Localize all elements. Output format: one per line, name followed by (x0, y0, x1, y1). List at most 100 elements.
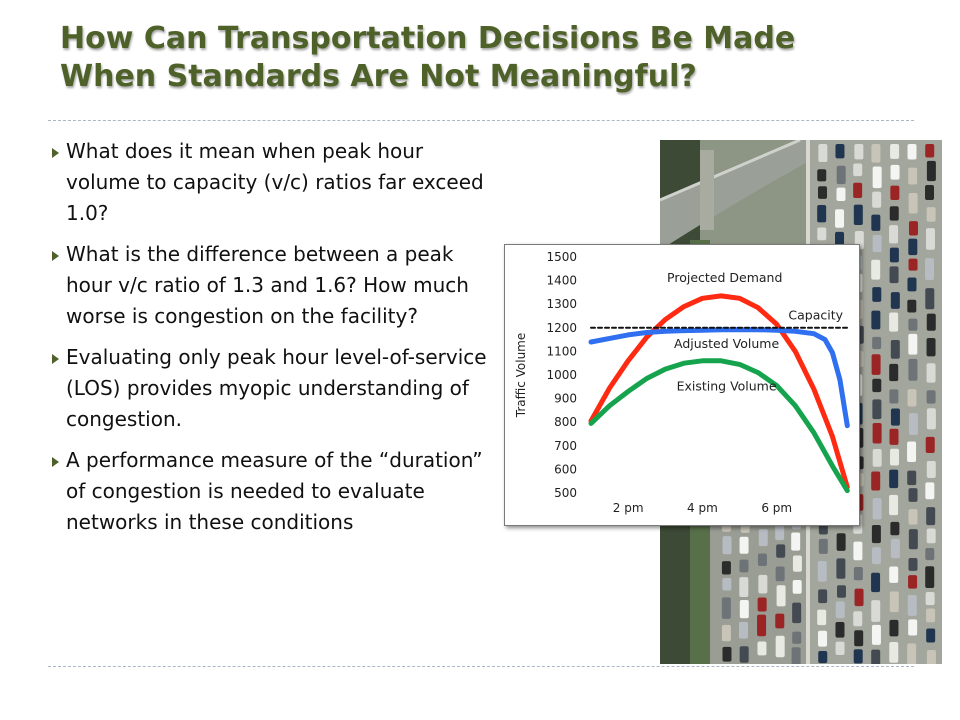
vehicle (853, 567, 863, 581)
triangle-bullet-icon (52, 148, 59, 158)
vehicle (835, 144, 845, 159)
vehicle (836, 533, 846, 551)
title-divider (48, 120, 914, 121)
vehicle (871, 649, 881, 664)
y-axis-labels: 500 600 700 800 900 1000 1100 1200 1300 1400 1500 (546, 250, 577, 500)
vehicle (871, 572, 881, 593)
vehicle (908, 557, 918, 571)
vehicle (872, 287, 882, 302)
vehicle (758, 574, 768, 594)
vehicle (871, 547, 881, 565)
vehicle (926, 628, 936, 643)
vehicle (890, 292, 900, 309)
vehicle (925, 482, 935, 500)
vehicle (925, 547, 935, 561)
vehicle (791, 532, 801, 551)
vehicle (908, 488, 918, 502)
vehicle (757, 614, 767, 637)
series-label: Capacity (788, 308, 843, 323)
vehicle (890, 448, 900, 466)
vehicle (890, 164, 900, 180)
traffic-volume-chart: 500 600 700 800 900 1000 1100 1200 1300 1400 1500 … (504, 244, 860, 526)
vehicle (890, 339, 900, 359)
triangle-bullet-icon (52, 354, 59, 364)
x-axis-labels: 2 pm 4 pm 6 pm (613, 501, 792, 515)
vehicle (872, 449, 882, 467)
vehicle (792, 602, 802, 624)
vehicle (792, 555, 802, 572)
bullet-item: Evaluating only peak hour level-of-servi… (44, 342, 494, 435)
vehicle (872, 191, 882, 208)
vehicle (907, 643, 917, 664)
vehicle (757, 641, 767, 656)
vehicle (872, 498, 882, 520)
y-tick-label: 1200 (546, 321, 577, 335)
bullet-text: Evaluating only peak hour level-of-servi… (66, 345, 487, 431)
vehicle (908, 167, 918, 185)
vehicle (739, 600, 749, 619)
vehicle (925, 288, 935, 310)
vehicle (908, 575, 918, 589)
chart-canvas: 500600700800900100011001200130014001500 … (514, 250, 850, 515)
y-tick-label: 1400 (546, 274, 577, 288)
vehicle (889, 494, 899, 516)
vehicle (907, 594, 917, 616)
vehicle (721, 561, 731, 575)
vehicle (926, 528, 936, 544)
y-tick-label: 1300 (546, 297, 577, 311)
vehicle (817, 609, 827, 626)
vehicle (908, 413, 918, 436)
vehicle (889, 389, 899, 404)
vehicle (926, 608, 936, 623)
vehicle (836, 187, 846, 201)
vehicle (889, 591, 899, 613)
vehicle (871, 310, 881, 330)
vehicle (872, 166, 882, 189)
vehicle (925, 566, 935, 589)
vehicle (889, 363, 899, 382)
slide-title: How Can Transportation Decisions Be Made… (60, 20, 920, 96)
vehicle (758, 529, 768, 547)
series-line-adjusted-volume (588, 327, 850, 429)
y-tick-label: 1100 (546, 344, 577, 358)
bullet-item: What is the difference between a peak ho… (44, 239, 494, 332)
bullet-text: A performance measure of the “duration” … (66, 448, 483, 534)
vehicle (871, 524, 881, 544)
y-tick-label: 1500 (546, 250, 577, 264)
vehicle (817, 169, 827, 182)
vehicle (871, 354, 881, 375)
series-line-projected-demand (588, 293, 850, 490)
vehicle (925, 144, 935, 158)
vehicle (818, 589, 828, 604)
x-tick-label: 4 pm (687, 501, 718, 515)
vehicle (889, 225, 899, 244)
vehicle (835, 641, 845, 656)
vehicle (775, 566, 785, 582)
vehicle (835, 209, 845, 228)
vehicle (835, 231, 845, 247)
series-label: Existing Volume (677, 378, 777, 393)
vehicle (908, 619, 918, 636)
vehicle (907, 470, 917, 486)
vehicle (775, 635, 785, 658)
vehicle (925, 436, 935, 453)
vehicle (926, 408, 936, 430)
vehicle (836, 558, 846, 579)
bullet-item: A performance measure of the “duration” … (44, 445, 494, 538)
vehicle (739, 577, 749, 597)
vehicle (872, 399, 882, 420)
vehicle (926, 460, 936, 478)
vehicle (907, 144, 917, 160)
vehicle (739, 621, 749, 639)
y-axis-title: Traffic Volume (514, 333, 528, 419)
vehicle (889, 619, 899, 637)
vehicle (890, 538, 900, 559)
vehicle (854, 588, 864, 607)
vehicle (890, 408, 900, 426)
bullet-text: What is the difference between a peak ho… (66, 242, 469, 328)
vehicle (721, 624, 731, 642)
vehicle (872, 336, 882, 350)
vehicle (889, 206, 899, 221)
vehicle (908, 529, 918, 550)
vehicle (872, 378, 882, 393)
